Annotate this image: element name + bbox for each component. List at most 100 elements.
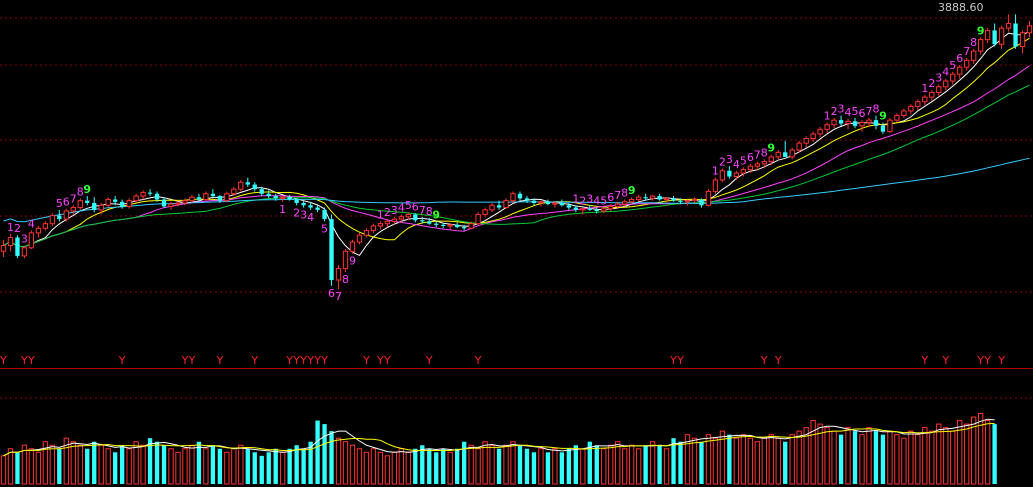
volume-bar <box>580 448 586 485</box>
volume-bar <box>85 448 90 484</box>
candle-body <box>363 230 370 236</box>
volume-bar <box>461 441 467 484</box>
sequence-count-label: 5 <box>740 154 747 167</box>
volume-bar <box>35 451 42 485</box>
volume-bar <box>552 448 558 485</box>
candle-body <box>273 196 278 199</box>
sequence-count-label: 8 <box>621 187 628 200</box>
candle-body <box>727 170 732 177</box>
volume-bar <box>489 444 495 485</box>
candle-body <box>420 220 425 222</box>
volume-bar <box>929 430 935 485</box>
candle-body <box>517 193 523 199</box>
candle-body <box>21 247 28 257</box>
sequence-count-label: 6 <box>63 196 70 209</box>
candle-body <box>384 220 391 225</box>
sequence-count-label: 2 <box>719 155 726 168</box>
candle-body <box>238 181 244 190</box>
volume-bar <box>342 441 349 485</box>
candle-body <box>42 223 49 229</box>
sequence-count-label: 7 <box>70 192 77 205</box>
candle-body <box>622 201 628 205</box>
y-marker: Y <box>320 354 328 367</box>
volume-bar <box>28 448 35 485</box>
volume-bar <box>971 416 977 485</box>
y-marker: Y <box>299 354 307 367</box>
candle-body <box>845 120 851 125</box>
volume-bar <box>475 448 481 485</box>
candle-body <box>405 213 411 218</box>
candle-body <box>649 195 656 199</box>
volume-bar <box>838 434 844 484</box>
volume-bar <box>245 448 250 484</box>
candle-body <box>510 193 516 202</box>
candle-body <box>252 184 257 190</box>
volume-bar <box>845 427 851 485</box>
candle-body <box>998 27 1005 45</box>
y-marker: Y <box>188 354 196 367</box>
volume-bar <box>77 444 83 485</box>
volume-bar <box>447 451 453 485</box>
candle-body <box>810 133 816 140</box>
candle-body <box>77 200 83 209</box>
volume-bar <box>992 424 997 484</box>
y-marker: Y <box>376 354 384 367</box>
sequence-count-label: 1 <box>7 221 14 234</box>
candle-body <box>894 115 900 121</box>
volume-bar <box>119 445 125 484</box>
sequence-count-label: 1 <box>377 208 384 221</box>
volume-bar <box>420 445 425 484</box>
candle-body <box>70 207 76 212</box>
candle-body <box>915 101 921 107</box>
volume-bar <box>684 434 691 485</box>
candle-body <box>873 120 879 126</box>
volume-bar <box>363 451 370 485</box>
candle-body <box>210 193 216 197</box>
y-marker: Y <box>383 354 391 367</box>
sequence-count-label: 8 <box>426 205 433 218</box>
volume-bar <box>482 441 488 485</box>
volume-bar <box>405 451 411 485</box>
candle-body <box>524 198 530 201</box>
sequence-count-label: 2 <box>293 206 300 219</box>
volume-bar <box>817 423 823 485</box>
candle-body <box>705 190 712 206</box>
y-marker: Y <box>181 354 189 367</box>
candle-body <box>427 221 432 224</box>
candle-body <box>566 205 572 208</box>
candle-body <box>259 189 264 194</box>
volume-bar <box>224 451 230 485</box>
y-marker: Y <box>313 354 321 367</box>
y-marker: Y <box>669 354 677 367</box>
sequence-count-label: 3 <box>935 71 942 84</box>
sequence-count-label: 4 <box>942 66 949 79</box>
ma-line-ma60 <box>3 157 1030 223</box>
candle-body <box>971 50 977 61</box>
sequence-count-label: 5 <box>600 195 607 208</box>
candle-body <box>413 214 418 221</box>
sequence-count-label: 6 <box>412 200 419 213</box>
candle-body <box>503 200 509 209</box>
sequence-count-label: 1 <box>921 82 928 95</box>
volume-bar <box>140 444 146 485</box>
sequence-count-label: 2 <box>579 195 586 208</box>
candle-body <box>175 202 181 205</box>
volume-bar <box>294 445 299 484</box>
y-marker: Y <box>362 354 370 367</box>
candle-body <box>601 208 607 212</box>
volume-bar <box>775 437 781 485</box>
volume-bar <box>908 430 914 485</box>
candle-body <box>196 197 202 200</box>
candle-body <box>489 204 495 211</box>
candle-body <box>63 210 69 220</box>
candle-body <box>147 192 153 194</box>
volume-bar <box>175 451 181 485</box>
sequence-count-label: 6 <box>328 287 335 300</box>
candle-body <box>657 196 662 200</box>
candle-body <box>580 208 586 211</box>
volume-bar <box>615 441 621 485</box>
volume-bar <box>768 434 774 485</box>
volume-bar <box>92 441 97 484</box>
volume-bar <box>168 448 174 485</box>
